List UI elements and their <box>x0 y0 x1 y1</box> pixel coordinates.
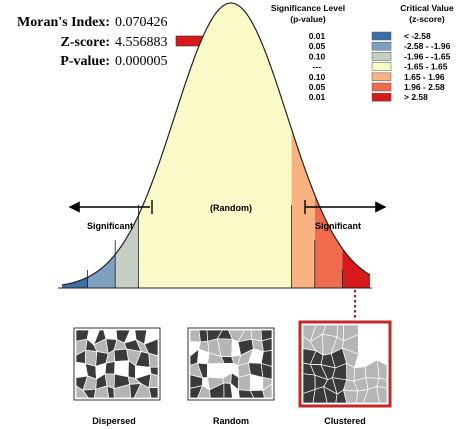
map-clustered-label: Clustered <box>324 416 366 426</box>
map-random-cells <box>189 329 273 399</box>
legend-p-value: 0.05 <box>309 82 326 92</box>
right-significant-label: Significant <box>315 221 361 231</box>
legend-p-value: 0.01 <box>309 92 326 102</box>
map-cell <box>113 348 130 362</box>
legend-swatch <box>371 92 392 102</box>
legend-z-range: -1.65 - 1.65 <box>404 62 448 72</box>
legend-z-range: < -2.58 <box>404 31 431 41</box>
random-label: (Random) <box>210 203 252 213</box>
pattern-maps: Dispersed Random Clustered <box>73 320 392 426</box>
legend-p-value: 0.10 <box>309 72 326 82</box>
left-significant-label: Significant <box>87 221 133 231</box>
map-dispersed-label: Dispersed <box>92 416 136 426</box>
legend-swatch <box>371 31 392 41</box>
map-cell <box>238 373 251 391</box>
morans-index-value: 0.070426 <box>115 15 168 30</box>
map-clustered-cells <box>302 324 388 404</box>
legend-p-value: --- <box>313 62 322 72</box>
p-value-value: 0.000005 <box>115 54 168 69</box>
map-cell <box>148 387 159 399</box>
map-cell <box>148 352 159 368</box>
legend-p-value: 0.01 <box>309 31 326 41</box>
legend-z-range: > 2.58 <box>404 92 428 102</box>
morans-index-label: Moran's Index: <box>17 15 110 30</box>
stats-block: Moran's Index: 0.070426 Z-score: 4.55688… <box>17 15 204 69</box>
legend-z-range: 1.96 - 2.58 <box>404 82 445 92</box>
legend-critical-subtitle: (z-score) <box>409 14 445 24</box>
map-cell <box>207 362 225 379</box>
map-cell <box>104 361 116 375</box>
p-value-label: P-value: <box>60 54 110 69</box>
legend-z-range: -2.58 - -1.96 <box>404 41 451 51</box>
map-cell <box>249 373 264 391</box>
legend: Significance Level (p-value) Critical Va… <box>271 3 454 102</box>
legend-swatch <box>371 62 392 71</box>
map-cell <box>376 386 388 404</box>
legend-swatch <box>371 41 392 51</box>
map-dispersed <box>73 327 161 401</box>
legend-significance-subtitle: (p-value) <box>290 14 326 24</box>
map-random-label: Random <box>213 416 249 426</box>
map-cell <box>198 329 209 343</box>
legend-z-range: -1.96 - -1.65 <box>404 51 451 61</box>
map-dispersed-cells <box>75 329 159 399</box>
legend-p-value: 0.05 <box>309 41 326 51</box>
legend-p-value: 0.10 <box>309 51 326 61</box>
legend-significance-title: Significance Level <box>271 3 345 13</box>
legend-critical-title: Critical Value <box>400 3 454 13</box>
map-clustered <box>298 320 392 408</box>
map-cell <box>103 329 118 340</box>
map-cell <box>262 383 273 399</box>
significance-indicators: Significant Significant (Random) <box>68 200 387 231</box>
z-score-label: Z-score: <box>61 35 111 50</box>
legend-swatch <box>371 52 392 61</box>
zone-dividers <box>87 205 343 288</box>
z-score-value: 4.556883 <box>115 35 168 50</box>
map-cell <box>260 362 273 380</box>
legend-rows: 0.01 < -2.58 0.05 -2.58 - -1.96 0.10 -1.96 - … <box>309 31 451 102</box>
legend-swatch <box>371 72 392 82</box>
legend-swatch <box>371 82 392 92</box>
map-random <box>187 327 275 401</box>
bell-curve-outline <box>61 2 371 286</box>
legend-z-range: 1.65 - 1.96 <box>404 72 445 82</box>
